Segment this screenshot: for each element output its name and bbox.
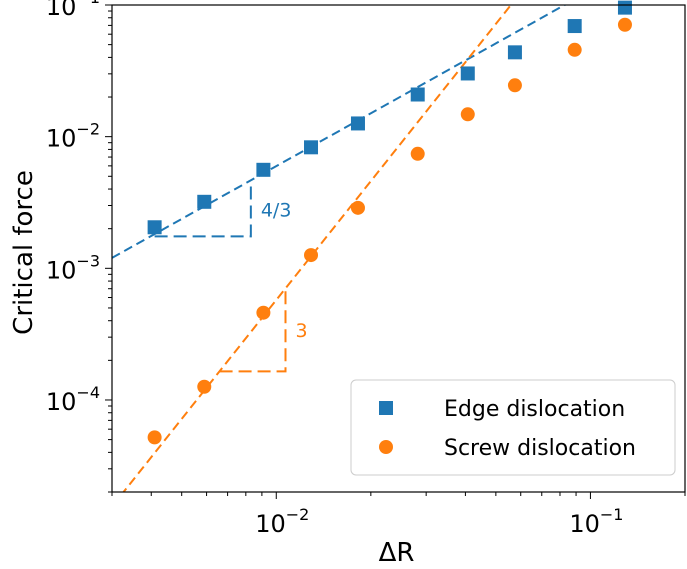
data-points [147, 0, 632, 445]
screw-point-8 [567, 42, 582, 57]
edge-point-1 [197, 194, 212, 209]
edge-point-5 [410, 87, 425, 102]
edge-point-2 [256, 162, 271, 177]
edge-point-0 [147, 220, 162, 235]
screw-point-5 [410, 146, 425, 161]
edge-point-9 [617, 0, 632, 15]
y-tick-label-2: 10−2 [46, 120, 100, 153]
screw-point-7 [507, 78, 522, 93]
slope-label-1: 3 [295, 320, 307, 342]
screw-point-4 [350, 200, 365, 215]
legend-marker-screw [379, 440, 393, 454]
slope-triangle-1 [219, 288, 287, 373]
legend-label-0: Edge dislocation [444, 397, 625, 422]
slope-triangles: 4/3 3 [154, 182, 308, 373]
edge-point-8 [567, 19, 582, 34]
x-axis-label: ΔR [379, 538, 415, 568]
fit-lines [112, 5, 567, 492]
legend-marker-edge [379, 401, 393, 415]
slope-label-0: 4/3 [261, 199, 292, 221]
edge-point-6 [460, 66, 475, 81]
axis-ticks: 10−2 10−1 10−4 10−3 10−2 10−1 [46, 0, 686, 538]
y-tick-label-0: 10−4 [46, 383, 100, 416]
edge-point-7 [507, 45, 522, 60]
legend: Edge dislocation Screw dislocation [350, 379, 676, 476]
y-tick-label-3: 10−1 [46, 0, 100, 21]
edge-point-4 [350, 116, 365, 131]
x-tick-label-1: 10−1 [569, 505, 623, 538]
y-tick-label-1: 10−3 [46, 251, 100, 284]
slope-triangle-0 [154, 182, 252, 238]
screw-point-9 [617, 17, 632, 32]
edge-point-3 [304, 140, 319, 155]
screw-point-2 [256, 305, 271, 320]
fit-line-0 [112, 5, 567, 259]
screw-point-0 [147, 430, 162, 445]
screw-point-1 [197, 379, 212, 394]
x-tick-label-0: 10−2 [255, 505, 309, 538]
y-axis-label: Critical force [9, 170, 39, 335]
screw-point-3 [304, 248, 319, 263]
plot-area [111, 4, 686, 493]
screw-point-6 [460, 107, 475, 122]
legend-label-1: Screw dislocation [444, 436, 636, 461]
legend-box [350, 379, 676, 476]
